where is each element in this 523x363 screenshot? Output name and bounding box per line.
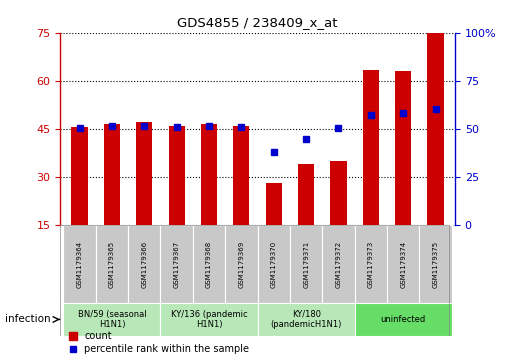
Bar xyxy=(257,303,355,336)
Text: GSM1179367: GSM1179367 xyxy=(174,240,180,288)
Bar xyxy=(257,225,290,303)
Bar xyxy=(161,225,193,303)
Legend: count, percentile rank within the sample: count, percentile rank within the sample xyxy=(65,327,253,358)
Text: GSM1179370: GSM1179370 xyxy=(271,240,277,288)
Text: GSM1179375: GSM1179375 xyxy=(433,241,439,287)
Bar xyxy=(104,124,120,273)
Bar xyxy=(355,225,387,303)
Text: GSM1179369: GSM1179369 xyxy=(238,240,244,288)
Text: BN/59 (seasonal
H1N1): BN/59 (seasonal H1N1) xyxy=(77,310,146,329)
Text: GSM1179365: GSM1179365 xyxy=(109,241,115,287)
Bar xyxy=(193,225,225,303)
Text: KY/136 (pandemic
H1N1): KY/136 (pandemic H1N1) xyxy=(170,310,247,329)
Text: GSM1179374: GSM1179374 xyxy=(400,241,406,287)
Bar xyxy=(419,225,452,303)
Bar xyxy=(72,127,88,273)
Text: GSM1179364: GSM1179364 xyxy=(76,241,83,287)
Bar xyxy=(225,225,258,303)
Text: GSM1179371: GSM1179371 xyxy=(303,240,309,288)
Text: KY/180
(pandemicH1N1): KY/180 (pandemicH1N1) xyxy=(270,310,342,329)
Text: GDS4855 / 238409_x_at: GDS4855 / 238409_x_at xyxy=(177,16,338,29)
Text: uninfected: uninfected xyxy=(381,315,426,324)
Text: GSM1179373: GSM1179373 xyxy=(368,240,374,288)
Bar xyxy=(331,161,347,273)
Bar xyxy=(128,225,161,303)
Text: GSM1179368: GSM1179368 xyxy=(206,240,212,288)
Bar xyxy=(233,126,249,273)
Bar xyxy=(96,225,128,303)
Bar xyxy=(395,71,411,273)
Bar xyxy=(387,225,419,303)
Bar xyxy=(363,70,379,273)
Bar xyxy=(290,225,322,303)
Text: GSM1179372: GSM1179372 xyxy=(335,241,342,287)
Bar xyxy=(136,122,152,273)
Text: GSM1179366: GSM1179366 xyxy=(141,240,147,288)
Bar xyxy=(63,225,96,303)
Bar xyxy=(266,183,282,273)
Bar xyxy=(355,303,452,336)
Text: infection: infection xyxy=(5,314,51,325)
Bar xyxy=(298,164,314,273)
Bar xyxy=(63,303,161,336)
Bar xyxy=(161,303,258,336)
Bar xyxy=(201,124,217,273)
Bar xyxy=(427,33,444,273)
Bar xyxy=(322,225,355,303)
Bar xyxy=(168,126,185,273)
